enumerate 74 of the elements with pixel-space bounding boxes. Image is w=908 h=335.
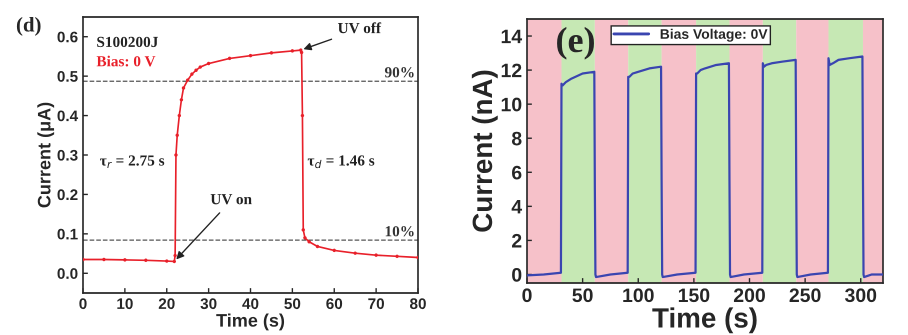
point xyxy=(300,114,304,118)
y-tick-label: 10 xyxy=(502,98,522,112)
y-tick-label: 6 xyxy=(512,166,522,180)
chart-title: (d) xyxy=(16,17,41,36)
y-tick-label: 0.5 xyxy=(58,71,78,82)
point xyxy=(198,65,202,69)
y-tick-label: 0.4 xyxy=(58,110,78,122)
point xyxy=(228,56,232,60)
y-tick-label: 12 xyxy=(502,64,522,78)
y-tick-label: 8 xyxy=(512,132,522,146)
x-tick-label: 30 xyxy=(200,298,216,310)
y-tick-label: 2 xyxy=(512,234,522,248)
annotation: τ$_{d}$ = 1.46 s xyxy=(308,155,374,168)
annotation: S100200J xyxy=(97,36,158,48)
annotation: UV on xyxy=(210,194,252,204)
point xyxy=(374,253,378,257)
x-axis-title: Time (s) xyxy=(216,313,284,330)
y-tick-label: 0 xyxy=(512,268,522,282)
x-tick-label: 80 xyxy=(410,298,426,310)
point xyxy=(206,62,210,66)
y-tick-label: 14 xyxy=(502,30,522,44)
x-tick-label: 200 xyxy=(734,288,765,302)
x-tick-label: 100 xyxy=(623,288,654,302)
x-tick-label: 50 xyxy=(572,288,593,302)
annotation: 90% xyxy=(384,67,414,78)
point xyxy=(290,49,294,53)
point xyxy=(303,236,307,240)
point xyxy=(102,258,106,262)
point xyxy=(248,54,252,58)
point xyxy=(190,72,194,76)
x-tick-label: 70 xyxy=(368,298,384,310)
point xyxy=(180,98,184,102)
point xyxy=(144,258,148,262)
y-tick-label: 0.0 xyxy=(58,268,78,279)
annotation: 10% xyxy=(386,226,414,236)
y-tick-label: 0.3 xyxy=(58,150,78,161)
point xyxy=(186,78,190,82)
point xyxy=(353,251,357,255)
point xyxy=(173,254,177,258)
x-tick-label: 150 xyxy=(678,288,710,302)
point xyxy=(123,258,127,262)
x-tick-label: 40 xyxy=(242,298,258,310)
x-tick-label: 50 xyxy=(284,298,300,310)
point xyxy=(302,228,305,232)
y-axis-title: Current (nA) xyxy=(472,70,498,232)
point xyxy=(194,68,198,72)
annotation: τ$_{r}$ = 2.75 s xyxy=(100,155,164,168)
y-tick-label: 0.2 xyxy=(58,189,78,200)
point xyxy=(172,260,176,264)
y-tick-label: 0.1 xyxy=(58,228,78,240)
point xyxy=(332,248,336,252)
point xyxy=(165,259,168,263)
x-tick-label: 10 xyxy=(117,298,133,310)
point xyxy=(300,50,304,54)
x-tick-label: 20 xyxy=(158,298,175,310)
annotation: UV off xyxy=(338,22,382,34)
line-series xyxy=(83,48,418,264)
x-tick-label: 0 xyxy=(79,298,87,310)
point xyxy=(270,51,274,55)
y-tick-label: 0.6 xyxy=(58,32,78,42)
x-axis-title: Time (s) xyxy=(652,307,757,334)
x-tick-label: 300 xyxy=(844,288,876,302)
x-tick-label: 60 xyxy=(326,298,342,310)
x-tick-label: 250 xyxy=(790,288,821,302)
chart-title: (e) xyxy=(557,26,594,60)
legend-label: Bias Voltage: 0V xyxy=(660,28,768,42)
y-tick-label: 4 xyxy=(512,200,522,214)
point xyxy=(178,114,182,118)
point xyxy=(307,240,311,244)
point xyxy=(175,134,179,138)
x-tick-label: 0 xyxy=(522,288,532,302)
annotation: Bias: 0 V xyxy=(96,56,156,66)
y-axis-title: Current (μA) xyxy=(37,102,54,208)
point xyxy=(395,254,399,258)
